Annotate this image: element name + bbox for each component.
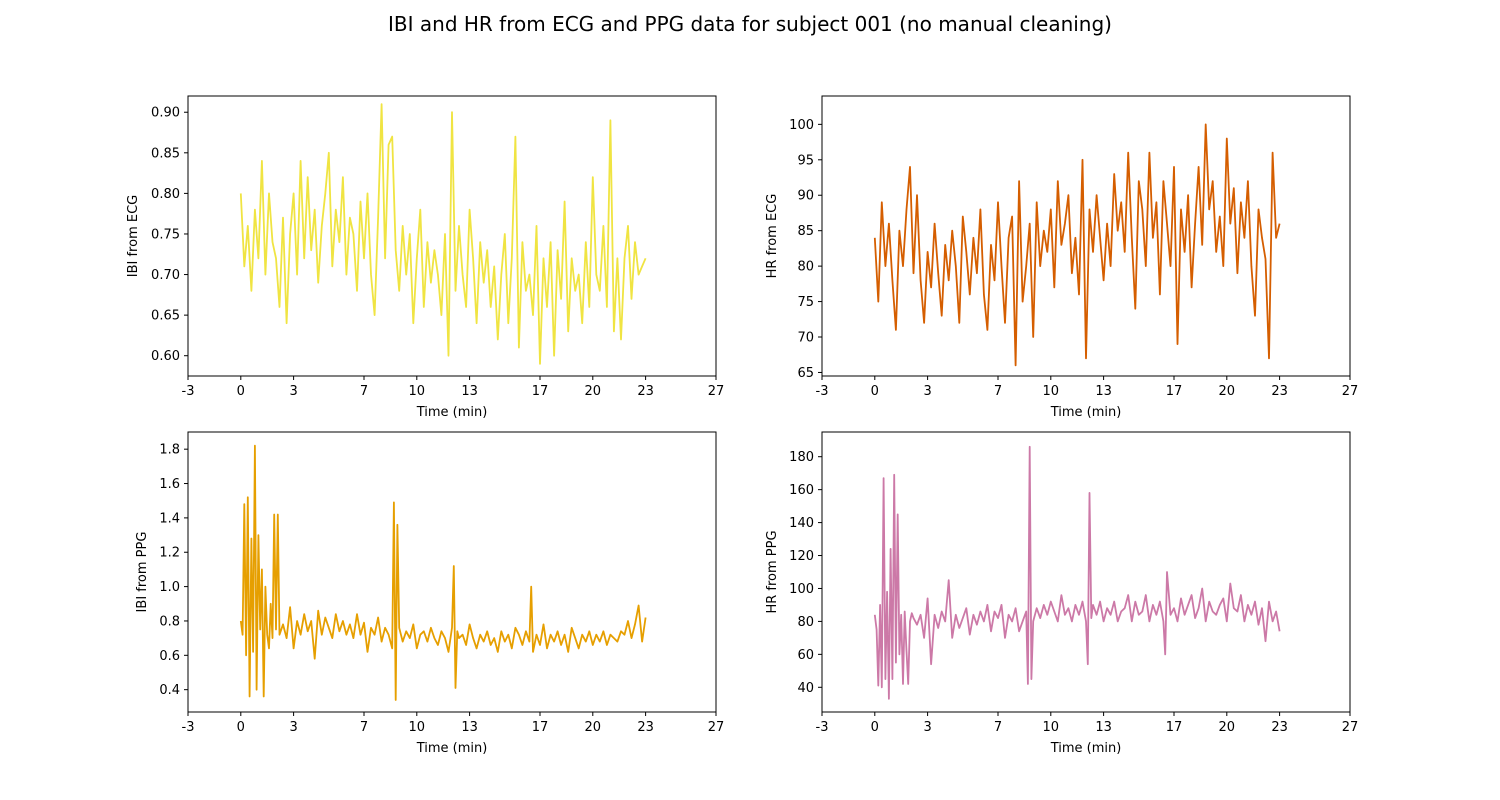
y-tick-label: 100	[789, 582, 814, 597]
y-tick-label: 180	[789, 450, 814, 465]
y-tick-label: 0.6	[159, 649, 180, 664]
y-tick-label: 1.6	[159, 477, 180, 492]
x-axis-label: Time (min)	[1050, 405, 1122, 420]
y-tick-label: 90	[797, 189, 814, 204]
y-tick-label: 0.75	[151, 227, 180, 242]
x-tick-label: 7	[994, 720, 1002, 735]
x-tick-label: 7	[360, 384, 368, 399]
x-tick-label: 3	[289, 384, 297, 399]
x-tick-label: -3	[816, 384, 829, 399]
y-tick-label: 0.90	[151, 106, 180, 121]
subplot-2: -3 0 3 7 10 13 17 20 23 27 65 70 75 80 85 90 95 100 Time (…	[765, 95, 1359, 420]
x-tick-label: 13	[1095, 384, 1112, 399]
x-tick-label: -3	[816, 720, 829, 735]
y-tick-label: 0.4	[159, 683, 180, 698]
y-tick-label: 70	[797, 331, 814, 346]
x-tick-label: 13	[1095, 720, 1112, 735]
x-tick-label: 0	[237, 384, 245, 399]
x-tick-label: 17	[532, 384, 549, 399]
series-line	[873, 123, 1281, 367]
axes-frame	[821, 95, 1351, 377]
x-tick-label: 17	[532, 720, 549, 735]
y-tick-label: 0.80	[151, 187, 180, 202]
y-tick-label: 1.0	[159, 580, 180, 595]
y-axis-label: HR from PPG	[765, 530, 780, 613]
x-tick-label: 27	[708, 720, 725, 735]
x-tick-label: 10	[1043, 720, 1060, 735]
x-tick-label: 0	[871, 720, 879, 735]
x-tick-label: 7	[360, 720, 368, 735]
x-axis-label: Time (min)	[416, 741, 488, 756]
y-tick-label: 140	[789, 516, 814, 531]
y-tick-label: 85	[797, 224, 814, 239]
y-axis-label: HR from ECG	[765, 194, 780, 279]
y-tick-label: 95	[797, 153, 814, 168]
figure-title: IBI and HR from ECG and PPG data for sub…	[388, 12, 1112, 36]
subplot-1: -3 0 3 7 10 13 17 20 23 27 0.60 0.65 0.70 0.75 0.80 0.8…	[126, 95, 725, 420]
y-axis-label: IBI from PPG	[135, 532, 150, 613]
x-axis-label: Time (min)	[1050, 741, 1122, 756]
x-tick-label: 10	[409, 720, 426, 735]
x-tick-label: 20	[1219, 720, 1236, 735]
y-tick-label: 75	[797, 295, 814, 310]
axes-frame	[821, 431, 1351, 713]
y-tick-label: 0.65	[151, 309, 180, 324]
y-axis-label: IBI from ECG	[126, 195, 141, 277]
y-tick-label: 0.70	[151, 268, 180, 283]
x-tick-label: 27	[708, 384, 725, 399]
y-tick-label: 0.60	[151, 349, 180, 364]
y-tick-label: 1.8	[159, 443, 180, 458]
x-tick-label: 17	[1166, 720, 1183, 735]
x-tick-label: 0	[237, 720, 245, 735]
y-tick-label: 0.85	[151, 146, 180, 161]
y-tick-label: 160	[789, 483, 814, 498]
series-line	[873, 445, 1281, 700]
x-tick-label: 7	[994, 384, 1002, 399]
x-tick-label: 27	[1342, 384, 1359, 399]
y-tick-label: 1.4	[159, 511, 180, 526]
x-tick-label: 23	[1271, 384, 1288, 399]
y-tick-label: 80	[797, 260, 814, 275]
y-tick-label: 40	[797, 681, 814, 696]
x-tick-label: -3	[182, 384, 195, 399]
axes-frame	[187, 431, 717, 713]
y-tick-label: 0.8	[159, 614, 180, 629]
x-tick-label: 13	[461, 384, 478, 399]
series-line	[239, 444, 647, 701]
x-tick-label: 3	[289, 720, 297, 735]
axes-frame	[187, 95, 717, 377]
series-line	[239, 103, 647, 365]
x-tick-label: 10	[1043, 384, 1060, 399]
x-tick-label: 23	[637, 384, 654, 399]
y-tick-label: 60	[797, 648, 814, 663]
x-tick-label: 23	[1271, 720, 1288, 735]
x-tick-label: -3	[182, 720, 195, 735]
subplot-3: -3 0 3 7 10 13 17 20 23 27 0.4 0.6 0.8 1.0 1.2 1.4 1.6 1.…	[135, 431, 725, 756]
x-tick-label: 3	[923, 720, 931, 735]
x-tick-label: 23	[637, 720, 654, 735]
x-tick-label: 17	[1166, 384, 1183, 399]
x-axis-label: Time (min)	[416, 405, 488, 420]
x-tick-label: 20	[585, 720, 602, 735]
y-tick-label: 120	[789, 549, 814, 564]
y-tick-label: 100	[789, 118, 814, 133]
x-tick-label: 3	[923, 384, 931, 399]
x-tick-label: 20	[1219, 384, 1236, 399]
y-tick-label: 65	[797, 366, 814, 381]
y-tick-label: 80	[797, 615, 814, 630]
x-tick-label: 13	[461, 720, 478, 735]
x-tick-label: 27	[1342, 720, 1359, 735]
x-tick-label: 20	[585, 384, 602, 399]
x-tick-label: 0	[871, 384, 879, 399]
x-tick-label: 10	[409, 384, 426, 399]
subplot-4: -3 0 3 7 10 13 17 20 23 27 40 60 80 100 120 140 160 180 Ti…	[765, 431, 1359, 756]
y-tick-label: 1.2	[159, 546, 180, 561]
